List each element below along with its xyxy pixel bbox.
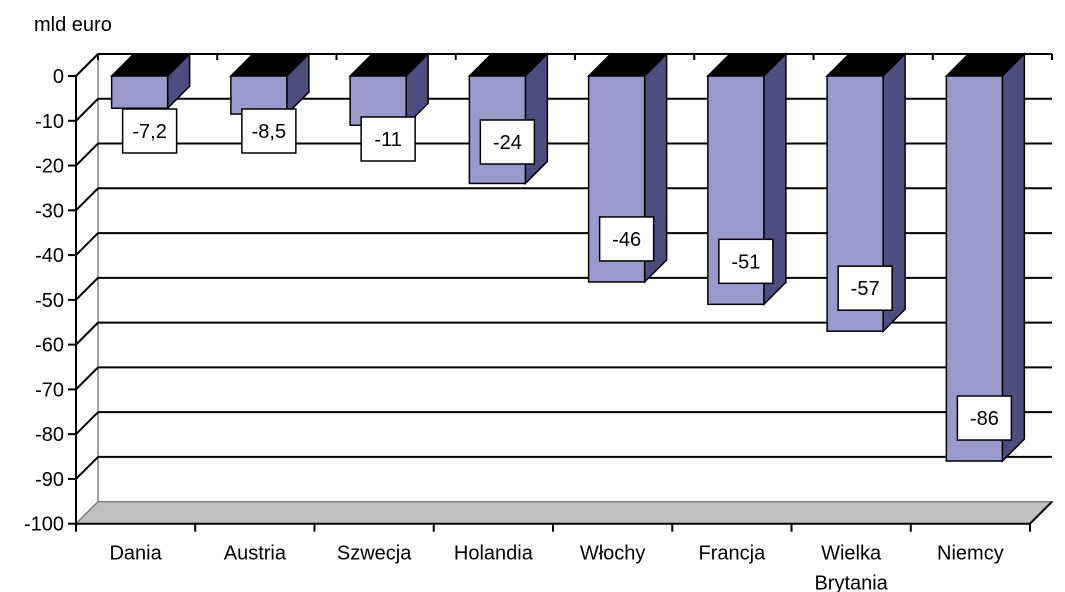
x-tick-label: Wielka <box>821 543 882 565</box>
data-label-box <box>360 116 416 162</box>
bar-austria <box>229 52 311 116</box>
gridline-diagonal <box>75 142 99 167</box>
bar-niemcy <box>944 52 1027 463</box>
y-tick-label: -10 <box>35 111 64 133</box>
data-label-box <box>718 238 774 285</box>
floor <box>74 500 1054 525</box>
data-labels: -7,2 -8,5 -11 -24 -46 -51 -57 -86 <box>121 108 1013 441</box>
data-label-box <box>956 395 1013 441</box>
gridline-diagonal <box>75 187 99 212</box>
data-label: -7,2 <box>121 108 178 154</box>
x-tick-label: Włochy <box>580 543 646 565</box>
data-label-box <box>837 265 893 311</box>
data-label: -86 <box>956 395 1013 441</box>
data-label-box <box>121 108 178 154</box>
gridline-diagonal <box>75 98 99 122</box>
floor-edge <box>1029 500 1053 525</box>
x-tick-label: Austria <box>224 543 287 565</box>
y-tick-label: -80 <box>35 424 64 446</box>
data-label-text: -46 <box>612 229 641 251</box>
chart-floor <box>74 500 1054 525</box>
x-tick-label: Szwecja <box>337 543 412 565</box>
bar-szwecja <box>348 52 430 128</box>
data-label: -8,5 <box>241 108 297 154</box>
y-tick-label: 0 <box>53 66 64 88</box>
y-tick-label: -40 <box>35 245 64 267</box>
gridline-diagonal <box>75 321 99 346</box>
gridline-diagonal <box>75 456 99 480</box>
data-label-box <box>241 108 297 154</box>
data-label-text: -7,2 <box>132 121 166 143</box>
data-label-text: -11 <box>374 129 401 151</box>
bar-series <box>109 52 1027 463</box>
data-label: -46 <box>598 216 655 262</box>
data-label-text: -57 <box>851 278 880 300</box>
data-label: -57 <box>837 265 893 311</box>
data-label-text: -24 <box>493 132 522 154</box>
data-label-text: -51 <box>731 251 760 273</box>
data-label: -24 <box>479 119 536 165</box>
data-label-box <box>479 119 536 165</box>
y-tick-label: -20 <box>35 156 64 178</box>
x-tick-label: Francja <box>699 543 767 565</box>
gridline-diagonal <box>75 277 99 301</box>
x-tick-label: Brytania <box>814 573 888 592</box>
gridline-diagonal <box>75 411 99 435</box>
data-label-box <box>598 216 655 262</box>
bar-dania <box>109 52 192 111</box>
data-label: -11 <box>360 116 416 162</box>
gridline-diagonal <box>75 232 99 256</box>
x-tick-label: Holandia <box>454 543 534 565</box>
y-axis-unit-label: mld euro <box>34 14 112 36</box>
data-label-text: -8,5 <box>252 121 286 143</box>
y-tick-label: -90 <box>35 469 64 491</box>
bar-front <box>110 75 169 109</box>
y-tick-label: -100 <box>24 514 64 536</box>
y-tick-label: -50 <box>35 290 64 312</box>
data-label-text: -86 <box>970 408 999 430</box>
axes: 0 -10 -20 -30 -40 -50 -60 -70 -80 -90 -100 Dania Aus… <box>24 54 1053 592</box>
x-tick-label: Dania <box>109 543 162 565</box>
x-tick-label: Niemcy <box>937 543 1004 565</box>
y-tick-label: -30 <box>35 200 64 222</box>
gridline-diagonal <box>75 366 99 391</box>
y-tick-label: -60 <box>35 335 64 357</box>
gridline-diagonal <box>75 53 99 77</box>
y-tick-label: -70 <box>35 379 64 401</box>
data-label: -51 <box>718 238 774 285</box>
